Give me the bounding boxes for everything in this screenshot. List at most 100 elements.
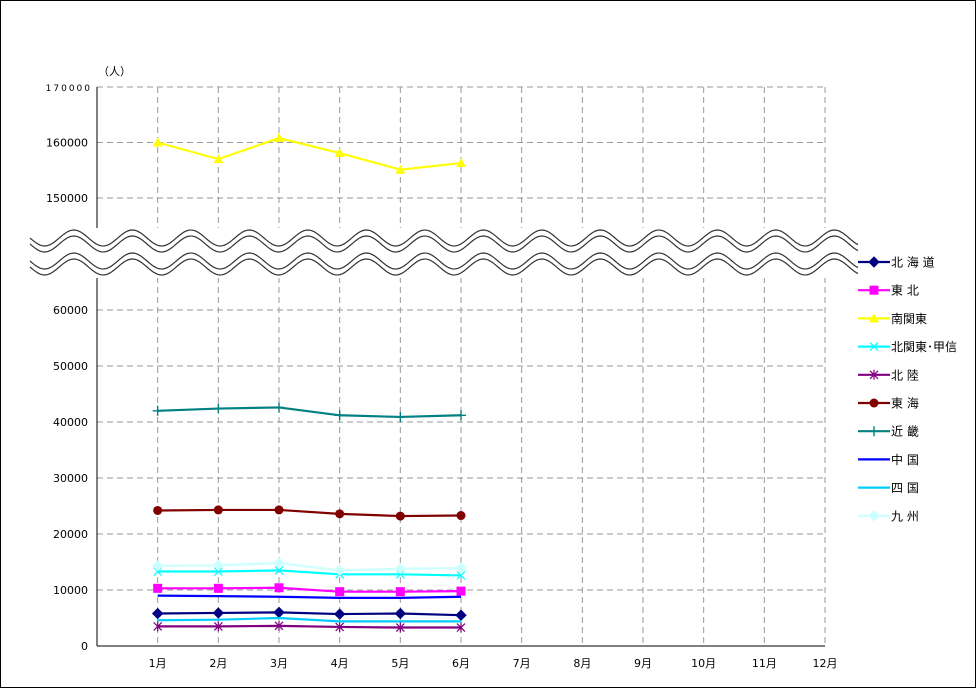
y-tick-label: 150000 (46, 192, 88, 205)
data-point (153, 583, 163, 593)
data-point (335, 509, 345, 519)
data-point (274, 620, 284, 631)
legend-label: 近 畿 (891, 425, 919, 439)
legend-item: 北関東･甲信 (858, 340, 957, 354)
data-point (152, 137, 163, 147)
y-tick-label: 0 (81, 640, 88, 653)
data-point (395, 587, 405, 597)
y-tick-label: 160000 (46, 137, 88, 150)
legend-item: 九 州 (858, 509, 919, 523)
data-point (394, 563, 407, 575)
data-point (869, 342, 879, 352)
series-1 (151, 606, 467, 621)
data-point (213, 583, 223, 593)
legend-label: 東 北 (891, 284, 919, 298)
series-line (157, 508, 462, 518)
legend-item: 東 北 (858, 284, 919, 298)
y-tick-label: 30000 (53, 472, 88, 485)
data-point (456, 511, 466, 521)
x-tick-label: 12月 (813, 657, 838, 670)
data-point (213, 154, 224, 164)
series-10 (151, 557, 467, 577)
legend-item: 中 国 (858, 452, 919, 467)
data-point (333, 608, 346, 620)
axis-break-wave (29, 229, 859, 247)
data-point (395, 164, 406, 174)
series-9 (157, 616, 461, 623)
x-tick-label: 7月 (513, 657, 531, 670)
y-tick-label: 10000 (53, 584, 88, 597)
x-tick-label: 3月 (270, 657, 288, 670)
axis-break-wave (29, 252, 859, 270)
legend-item: 北 陸 (858, 368, 919, 382)
x-tick-label: 8月 (573, 657, 591, 670)
x-tick-label: 2月 (209, 657, 227, 670)
data-point (456, 622, 466, 633)
data-point (335, 587, 345, 597)
x-tick-label: 9月 (634, 657, 652, 670)
data-point (153, 621, 163, 632)
legend-item: 近 畿 (858, 425, 919, 439)
series-line (157, 406, 462, 419)
series-group (151, 133, 467, 633)
data-point (394, 607, 407, 620)
legend-item: 東 海 (858, 396, 919, 411)
data-point (213, 403, 224, 414)
series-line (157, 586, 462, 593)
axis-break (28, 228, 860, 278)
data-point (274, 133, 284, 143)
data-point (869, 285, 879, 295)
data-point (869, 426, 879, 437)
y-tick-label: 40000 (53, 416, 88, 429)
x-tick-label: 1月 (149, 657, 167, 670)
x-tick-label: 4月 (331, 657, 349, 670)
data-point (456, 410, 466, 421)
series-2 (153, 583, 466, 597)
legend-item: 四 国 (858, 481, 919, 495)
series-6 (153, 505, 466, 521)
legend-label: 南関東 (891, 311, 927, 326)
gridlines (97, 86, 826, 646)
data-point (151, 607, 164, 620)
series-3 (152, 133, 466, 174)
legend-label: 四 国 (891, 481, 919, 495)
data-point (274, 565, 284, 575)
data-point (456, 586, 466, 596)
x-tick-label: 11月 (752, 657, 777, 670)
data-point (395, 511, 405, 521)
series-line (157, 611, 462, 617)
x-tick-label: 6月 (452, 657, 470, 670)
data-point (274, 583, 284, 593)
data-point (334, 148, 345, 158)
series-line (157, 569, 462, 577)
legend-label: 北 陸 (891, 368, 919, 382)
data-point (868, 256, 880, 268)
data-point (153, 505, 163, 515)
axes (96, 87, 825, 647)
data-point (869, 313, 879, 323)
tick-labels: 1月 2月 3月 4月 5月 6月 7月 8月 9月 10月 11月 12月 0 10000 20000 30… (46, 84, 838, 670)
data-point (869, 369, 879, 380)
data-point (151, 560, 164, 572)
data-point (213, 567, 223, 576)
series-8 (157, 594, 462, 599)
data-point (212, 559, 225, 572)
y-axis-unit-label: （人） (98, 65, 131, 78)
data-point (869, 398, 879, 408)
x-tick-label: 5月 (391, 657, 409, 670)
data-point (212, 607, 225, 619)
legend-label: 北 海 道 (891, 255, 935, 270)
series-7 (152, 402, 466, 422)
x-tick-label: 10月 (691, 657, 716, 670)
data-point (334, 410, 345, 421)
data-point (152, 405, 163, 416)
data-point (335, 621, 345, 632)
data-point (273, 606, 285, 619)
data-point (395, 411, 406, 422)
legend-label: 中 国 (891, 452, 919, 467)
legend-label: 北関東･甲信 (891, 340, 957, 354)
series-line (157, 136, 462, 171)
axis-break-wave (29, 258, 859, 276)
legend-item: 北 海 道 (858, 255, 935, 270)
